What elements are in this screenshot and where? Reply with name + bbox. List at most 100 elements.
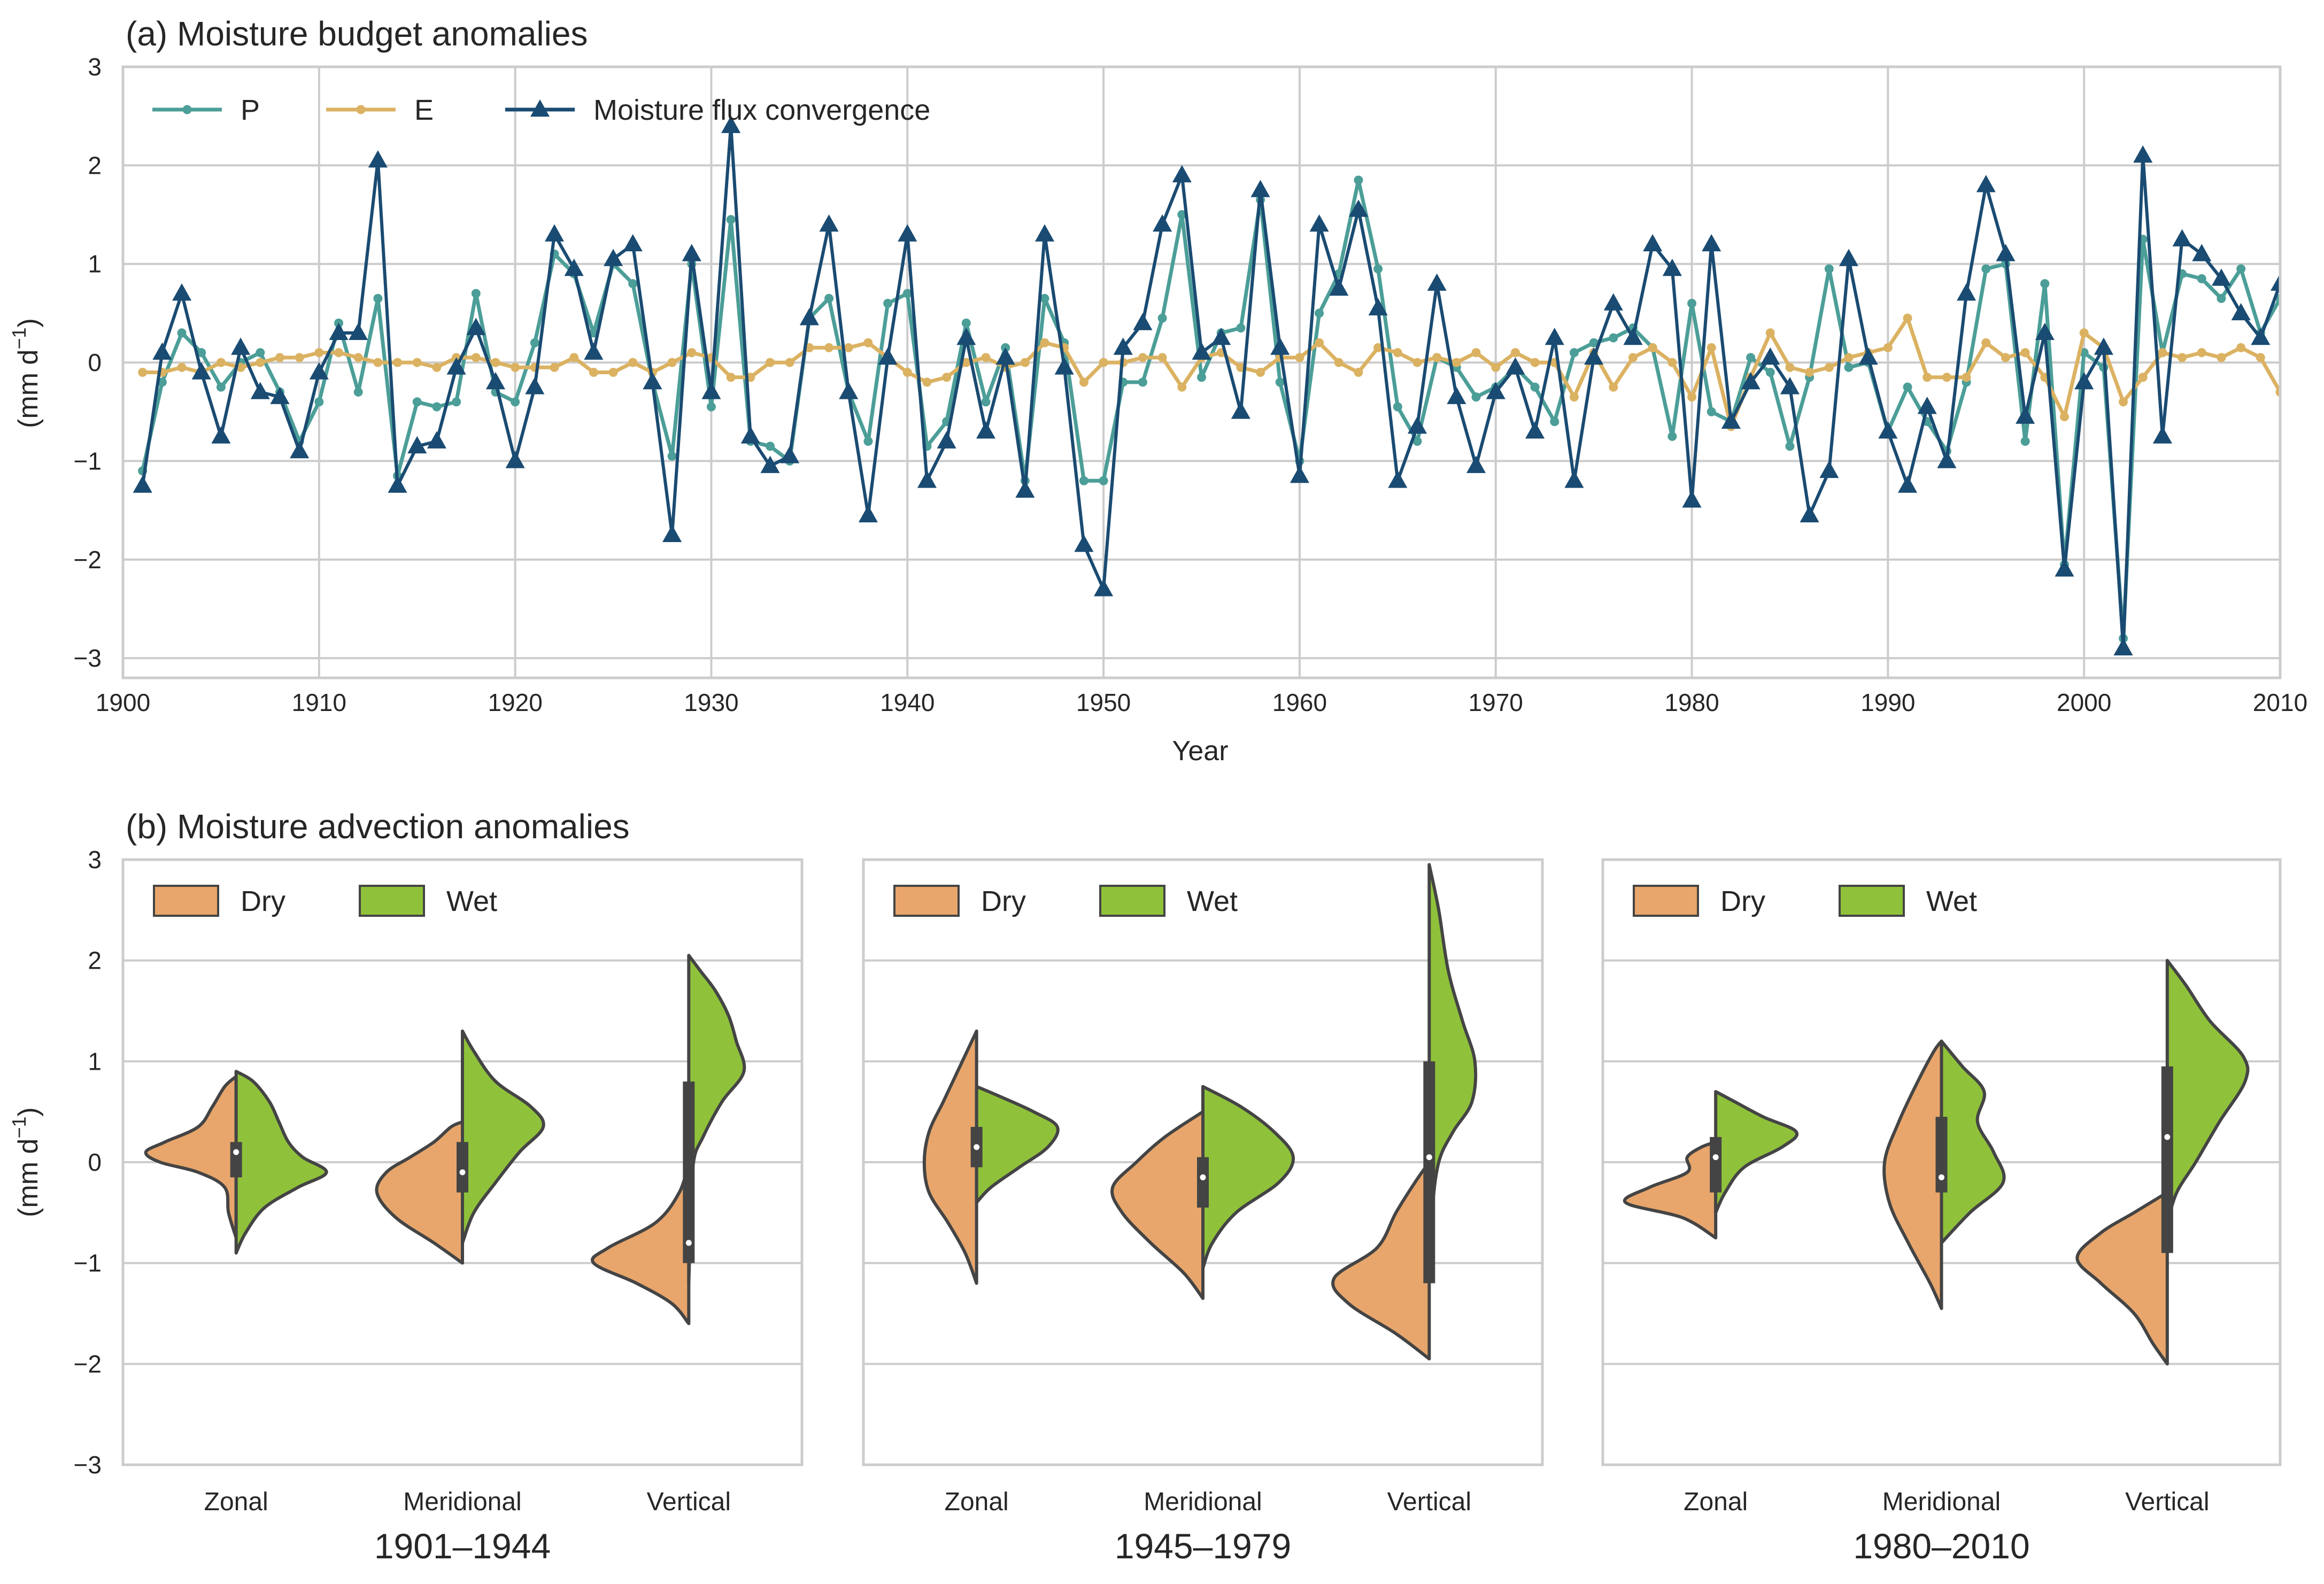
data-point-mfc <box>1780 377 1800 395</box>
data-point-p <box>177 328 187 338</box>
violin-half-dry <box>591 1161 691 1325</box>
period-label: 1980–2010 <box>1853 1526 2029 1566</box>
data-point-e <box>138 368 148 377</box>
violin-meridional <box>1110 1085 1295 1300</box>
data-point-e <box>1903 313 1912 323</box>
budget-y-tick-label: −2 <box>74 546 102 574</box>
violin-half-wet <box>1427 863 1478 1285</box>
data-point-mfc <box>2133 145 2153 163</box>
data-point-e <box>844 343 853 352</box>
data-point-mfc <box>2231 303 2251 321</box>
data-point-mfc <box>388 475 407 493</box>
data-point-mfc <box>1545 327 1564 345</box>
data-point-p <box>197 348 206 358</box>
data-point-mfc <box>1800 505 1819 523</box>
data-point-e <box>1354 368 1363 377</box>
violin-vertical <box>591 954 746 1325</box>
data-point-mfc <box>1348 199 1369 217</box>
data-point-mfc <box>2270 273 2280 291</box>
violin-median-dot <box>459 1169 466 1176</box>
violin-half-wet <box>2165 959 2250 1225</box>
data-point-p <box>452 397 461 407</box>
data-point-mfc <box>1996 244 2016 261</box>
violin-half-dry <box>922 1029 978 1285</box>
legend-marker-p <box>182 105 192 114</box>
advection-y-axis-label: (mm d−1) <box>8 1107 44 1217</box>
category-label-zonal: Zonal <box>945 1488 1009 1516</box>
data-point-p <box>1138 377 1147 387</box>
data-point-mfc <box>564 258 584 276</box>
data-point-mfc <box>211 426 231 444</box>
violin-iqr-box <box>1197 1157 1209 1208</box>
legend-swatch-dry <box>893 885 960 917</box>
data-point-p <box>1099 476 1108 485</box>
data-point-mfc <box>1329 278 1349 296</box>
data-point-mfc <box>2055 559 2074 577</box>
data-point-p <box>824 293 834 303</box>
data-point-mfc <box>1368 298 1388 315</box>
data-point-e <box>412 358 422 367</box>
data-point-mfc <box>1133 313 1153 330</box>
data-point-p <box>1177 210 1187 220</box>
data-point-mfc <box>760 455 780 473</box>
data-point-mfc <box>1761 347 1780 365</box>
violin-half-wet <box>461 1029 545 1245</box>
advection-plot-frame <box>1601 858 2282 1466</box>
data-point-p <box>2197 274 2206 283</box>
data-point-mfc <box>858 505 878 523</box>
advection-legend: Dry Wet <box>1633 885 1977 917</box>
violin-half-wet <box>1714 1090 1799 1215</box>
data-point-p <box>1765 368 1775 377</box>
data-point-mfc <box>1054 357 1074 375</box>
data-point-e <box>353 353 363 362</box>
data-point-e <box>687 348 697 358</box>
data-point-e <box>177 362 187 372</box>
data-point-mfc <box>270 387 290 404</box>
violin-half-dry <box>1331 1161 1431 1361</box>
violin-half-wet <box>234 1070 328 1255</box>
data-point-p <box>432 402 442 412</box>
budget-panel: (a) Moisture budget anomalies −3 −2 −1 0 1 2 3… <box>8 14 2307 767</box>
data-point-p <box>1157 313 1167 323</box>
data-point-p <box>1609 333 1618 343</box>
data-point-p <box>1550 417 1559 427</box>
series-mfc <box>133 115 2280 655</box>
advection-panel: (b) Moisture advection anomalies −3 −2 −1 0… <box>8 807 2282 1566</box>
data-point-mfc <box>1839 249 1859 266</box>
violin-median-dot <box>2164 1134 2171 1140</box>
data-point-e <box>432 362 442 372</box>
data-point-e <box>1138 353 1147 362</box>
data-point-mfc <box>1643 234 1663 252</box>
advection-subplot-3: Zonal Meridional Vertical 1980–2010 Dry Wet <box>1601 858 2282 1566</box>
data-point-mfc <box>2172 229 2192 246</box>
data-point-e <box>1099 358 1108 367</box>
data-point-e <box>922 377 932 387</box>
budget-y-axis-label: (mm d−1) <box>8 318 44 428</box>
data-point-mfc <box>976 421 996 439</box>
data-point-p <box>883 298 893 308</box>
violin-iqr-box <box>683 1081 695 1263</box>
data-point-mfc <box>544 224 565 242</box>
budget-series <box>133 115 2280 655</box>
data-point-mfc <box>2251 327 2271 345</box>
data-point-mfc <box>937 431 956 449</box>
data-point-p <box>1197 373 1206 382</box>
data-point-e <box>961 358 971 367</box>
data-point-mfc <box>466 318 486 335</box>
data-point-mfc <box>172 283 192 301</box>
data-point-e <box>2079 328 2089 338</box>
data-point-mfc <box>368 150 388 168</box>
budget-x-tick-label: 1940 <box>880 689 935 716</box>
data-point-p <box>1707 407 1716 416</box>
legend-swatch-wet <box>359 885 425 917</box>
advection-plot-frame <box>862 858 1544 1466</box>
period-label: 1901–1944 <box>374 1526 551 1566</box>
data-point-e <box>275 353 284 362</box>
data-point-mfc <box>152 342 172 360</box>
advection-y-unit-close: ) <box>13 1107 44 1116</box>
violin-meridional <box>375 1029 545 1265</box>
budget-y-unit-close: ) <box>13 318 44 327</box>
data-point-e <box>216 358 226 367</box>
legend-swatch-wet <box>1839 885 1905 917</box>
data-point-mfc <box>1388 470 1408 488</box>
